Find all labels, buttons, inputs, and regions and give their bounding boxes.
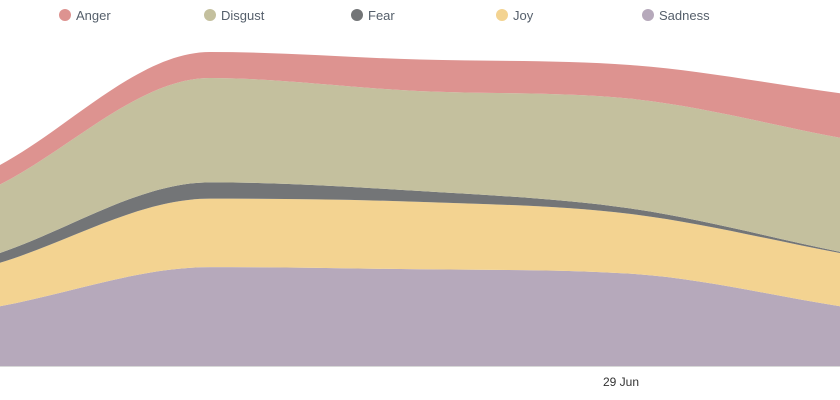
series-area-anger[interactable] (0, 51, 840, 185)
legend-swatch (204, 9, 216, 21)
plot-area (0, 51, 840, 366)
legend-label: Disgust (221, 8, 265, 23)
series-area-sadness[interactable] (0, 267, 840, 366)
legend-label: Joy (513, 8, 534, 23)
legend-swatch (59, 9, 71, 21)
legend-item-fear[interactable]: Fear (351, 8, 395, 23)
legend-item-disgust[interactable]: Disgust (204, 8, 265, 23)
legend-label: Sadness (659, 8, 710, 23)
legend-swatch (642, 9, 654, 21)
series-area-fear[interactable] (0, 182, 840, 263)
legend-swatch (351, 9, 363, 21)
x-tick-label: 29 Jun (603, 375, 639, 389)
legend-label: Fear (368, 8, 395, 23)
legend: Anger Disgust Fear Joy Sadness (59, 8, 710, 23)
legend-item-joy[interactable]: Joy (496, 8, 534, 23)
legend-label: Anger (76, 8, 111, 23)
x-axis-ticks: 29 Jun (603, 375, 639, 389)
series-area-joy[interactable] (0, 198, 840, 307)
legend-swatch (496, 9, 508, 21)
series-area-disgust[interactable] (0, 78, 840, 253)
legend-item-anger[interactable]: Anger (59, 8, 111, 23)
legend-item-sadness[interactable]: Sadness (642, 8, 710, 23)
